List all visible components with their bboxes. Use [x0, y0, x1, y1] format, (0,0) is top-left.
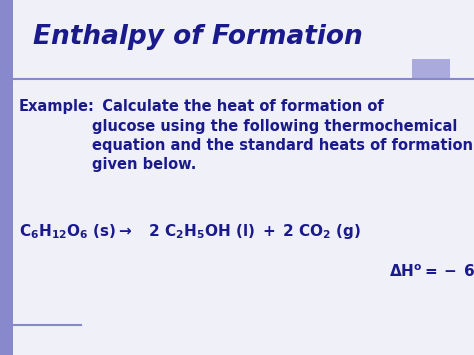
- Bar: [0, 0, 13, 355]
- Text: $\mathbf{\Delta H^o = -\ 69\ kJ}$: $\mathbf{\Delta H^o = -\ 69\ kJ}$: [389, 263, 474, 282]
- Text: Example:: Example:: [19, 99, 95, 114]
- Bar: [412, 59, 450, 79]
- Text: Enthalpy of Formation: Enthalpy of Formation: [33, 24, 363, 50]
- Text: Calculate the heat of formation of
glucose using the following thermochemical
eq: Calculate the heat of formation of gluco…: [92, 99, 474, 172]
- Text: $\mathbf{C_6H_{12}O_6}$ $\mathbf{(s) \rightarrow}$$\mathbf{\ \ \ 2\ C_2H_5OH\ (l: $\mathbf{C_6H_{12}O_6}$ $\mathbf{(s) \ri…: [19, 222, 361, 241]
